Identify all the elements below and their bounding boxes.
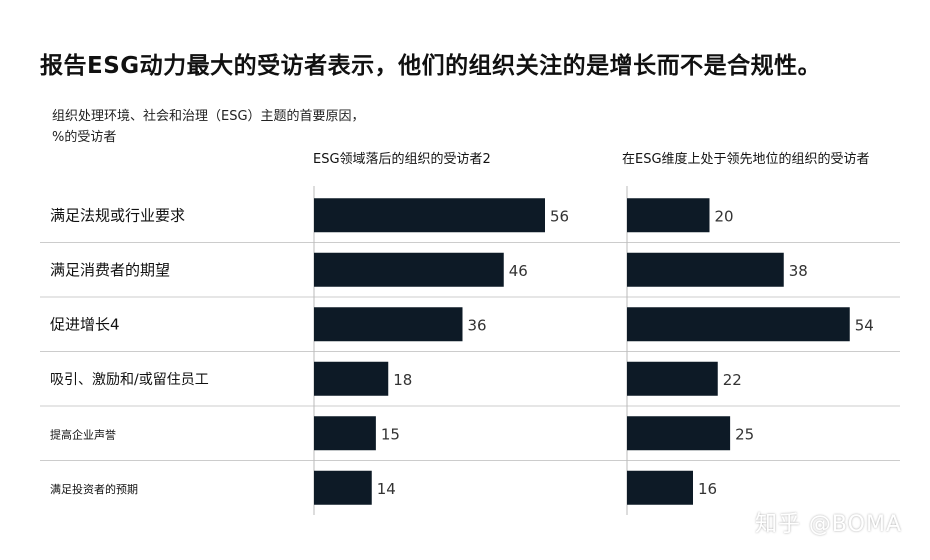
bar-series-2 (627, 416, 731, 451)
data-label-series-1: 46 (509, 262, 528, 280)
data-label-series-1: 15 (381, 425, 400, 443)
chart-subtitle: 组织处理环境、社会和治理（ESG）主题的首要原因， %的受访者 (52, 106, 365, 148)
data-label-series-2: 16 (698, 480, 717, 498)
bar-series-2 (627, 361, 718, 396)
data-label-series-1: 18 (393, 371, 412, 389)
category-label: 提高企业声誉 (50, 427, 116, 441)
category-label: 满足法规或行业要求 (50, 206, 185, 224)
bar-series-2 (627, 252, 784, 287)
subtitle-line-1: 组织处理环境、社会和治理（ESG）主题的首要原因， (52, 109, 365, 124)
bar-series-1 (314, 307, 463, 342)
bar-series-2 (627, 470, 693, 505)
subtitle-line-2: %的受访者 (52, 130, 117, 145)
data-label-series-1: 36 (468, 316, 487, 334)
category-label: 吸引、激励和/或留住员工 (50, 371, 209, 388)
data-label-series-2: 22 (723, 371, 742, 389)
bar-series-1 (314, 361, 389, 396)
data-label-series-2: 25 (735, 425, 754, 443)
category-label: 满足投资者的预期 (50, 482, 138, 496)
data-label-series-2: 54 (855, 316, 874, 334)
watermark: 知乎 @BOMA (754, 512, 902, 537)
data-label-series-1: 14 (377, 480, 396, 498)
category-label: 满足消费者的期望 (50, 261, 170, 279)
bar-series-1 (314, 198, 545, 233)
bar-series-2 (627, 198, 710, 233)
data-label-series-2: 38 (789, 262, 808, 280)
bar-series-1 (314, 252, 504, 287)
category-label: 促进增长4 (50, 315, 120, 333)
bar-series-1 (314, 470, 372, 505)
data-label-series-2: 20 (715, 207, 734, 225)
bar-series-2 (627, 307, 850, 342)
bar-series-1 (314, 416, 376, 451)
series-1-header: ESG领域落后的组织的受访者2 (313, 152, 491, 167)
data-label-series-1: 56 (550, 207, 569, 225)
chart-title: 报告ESG动力最大的受访者表示，他们的组织关注的是增长而不是合规性。 (40, 53, 822, 79)
series-2-header: 在ESG维度上处于领先地位的组织的受访者 (622, 152, 870, 167)
